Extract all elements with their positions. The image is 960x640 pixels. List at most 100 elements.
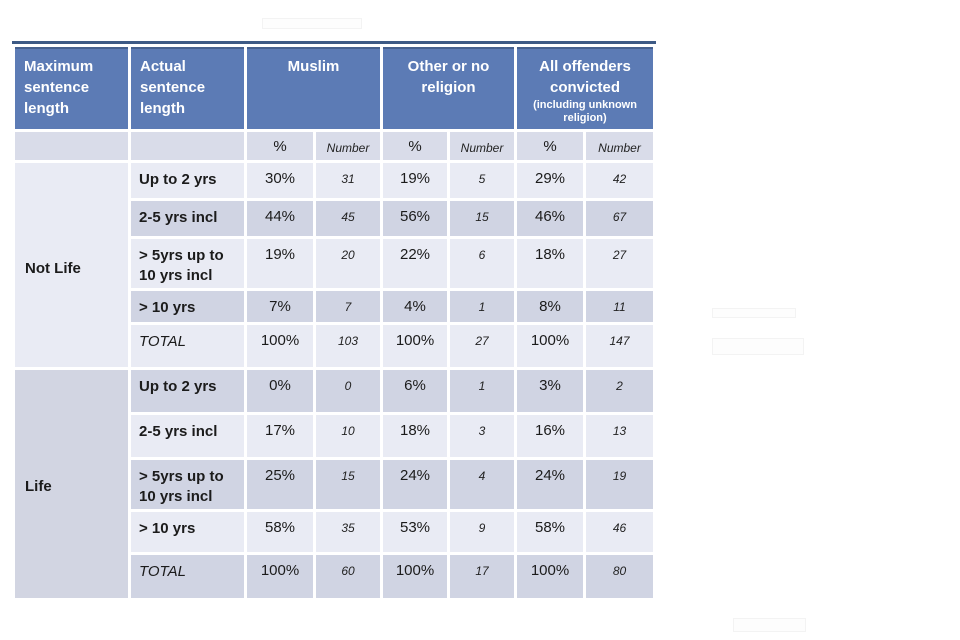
cell-all-pct: 24% xyxy=(517,460,583,509)
table-row: > 5yrs up to 10 yrs incl 25% 15 24% 4 24… xyxy=(15,460,653,509)
row-label-total: TOTAL xyxy=(131,554,244,598)
cell-muslim-number: 35 xyxy=(316,511,380,552)
redaction-artifact xyxy=(712,338,804,355)
subheader-other-pct: % xyxy=(383,132,447,160)
cell-muslim-pct: 58% xyxy=(247,511,313,552)
col-header-all-offenders: All offenders convicted (including unkno… xyxy=(517,47,653,129)
cell-muslim-number: 45 xyxy=(316,201,380,236)
cell-muslim-number: 15 xyxy=(316,460,380,509)
redaction-artifact xyxy=(262,18,362,29)
cell-other-number: 6 xyxy=(450,239,514,288)
table-row: 2-5 yrs incl 44% 45 56% 15 46% 67 xyxy=(15,201,653,236)
cell-muslim-number: 20 xyxy=(316,239,380,288)
cell-other-pct: 22% xyxy=(383,239,447,288)
cell-other-number: 1 xyxy=(450,291,514,322)
cell-all-number: 46 xyxy=(586,511,653,552)
row-label: 2-5 yrs incl xyxy=(131,201,244,236)
cell-other-number: 9 xyxy=(450,511,514,552)
cell-muslim-pct: 100% xyxy=(247,325,313,367)
cell-other-pct: 4% xyxy=(383,291,447,322)
cell-muslim-pct: 25% xyxy=(247,460,313,509)
redaction-artifact xyxy=(733,618,806,632)
cell-all-pct: 58% xyxy=(517,511,583,552)
section-label-not-life: Not Life xyxy=(15,163,128,367)
cell-all-pct: 29% xyxy=(517,163,583,198)
col-header-actual-sentence: Actual sentence length xyxy=(131,47,244,129)
cell-other-pct: 100% xyxy=(383,325,447,367)
cell-muslim-pct: 19% xyxy=(247,239,313,288)
cell-all-number: 67 xyxy=(586,201,653,236)
table-row: 2-5 yrs incl 17% 10 18% 3 16% 13 xyxy=(15,415,653,457)
cell-muslim-number: 10 xyxy=(316,415,380,457)
data-table: Maximum sentence length Actual sentence … xyxy=(12,44,656,601)
cell-other-pct: 56% xyxy=(383,201,447,236)
cell-other-pct: 6% xyxy=(383,370,447,412)
section-label-life: Life xyxy=(15,370,128,598)
row-label-total: TOTAL xyxy=(131,325,244,367)
cell-other-number: 1 xyxy=(450,370,514,412)
cell-other-number: 5 xyxy=(450,163,514,198)
cell-muslim-number: 31 xyxy=(316,163,380,198)
cell-other-pct: 19% xyxy=(383,163,447,198)
cell-all-number: 19 xyxy=(586,460,653,509)
cell-muslim-pct: 0% xyxy=(247,370,313,412)
row-label: > 10 yrs xyxy=(131,291,244,322)
cell-all-number: 42 xyxy=(586,163,653,198)
table-row: Not Life Up to 2 yrs 30% 31 19% 5 29% 42 xyxy=(15,163,653,367)
row-label: Up to 2 yrs xyxy=(131,163,244,198)
cell-other-pct: 18% xyxy=(383,415,447,457)
cell-muslim-pct: 7% xyxy=(247,291,313,322)
cell-muslim-number: 0 xyxy=(316,370,380,412)
col-header-all-offenders-note: (including unknown religion) xyxy=(533,99,637,124)
cell-all-number: 147 xyxy=(586,325,653,367)
subheader-muslim-number: Number xyxy=(316,132,380,160)
cell-all-pct: 3% xyxy=(517,370,583,412)
cell-other-number: 17 xyxy=(450,554,514,598)
sentence-length-table: Maximum sentence length Actual sentence … xyxy=(12,41,656,601)
table-row: > 10 yrs 7% 7 4% 1 8% 11 xyxy=(15,291,653,322)
subheader-other-number: Number xyxy=(450,132,514,160)
cell-other-pct: 24% xyxy=(383,460,447,509)
cell-all-pct: 100% xyxy=(517,554,583,598)
cell-muslim-pct: 100% xyxy=(247,554,313,598)
table-row: Life Up to 2 yrs 0% 0 6% 1 3% 2 xyxy=(15,370,653,598)
cell-muslim-number: 103 xyxy=(316,325,380,367)
col-header-all-offenders-title: All offenders convicted xyxy=(539,58,631,96)
cell-all-number: 27 xyxy=(586,239,653,288)
row-label: > 10 yrs xyxy=(131,511,244,552)
cell-all-pct: 8% xyxy=(517,291,583,322)
table-row: > 10 yrs 58% 35 53% 9 58% 46 xyxy=(15,511,653,552)
cell-muslim-pct: 30% xyxy=(247,163,313,198)
cell-all-number: 80 xyxy=(586,554,653,598)
subheader-blank-2 xyxy=(131,132,244,160)
cell-all-pct: 18% xyxy=(517,239,583,288)
cell-other-pct: 53% xyxy=(383,511,447,552)
subheader-blank-1 xyxy=(15,132,128,160)
cell-all-number: 11 xyxy=(586,291,653,322)
table-row-total: TOTAL 100% 60 100% 17 100% 80 xyxy=(15,554,653,598)
subheader-all-pct: % xyxy=(517,132,583,160)
cell-muslim-number: 60 xyxy=(316,554,380,598)
subheader-muslim-pct: % xyxy=(247,132,313,160)
col-header-muslim: Muslim xyxy=(247,47,380,129)
cell-all-pct: 100% xyxy=(517,325,583,367)
cell-other-number: 4 xyxy=(450,460,514,509)
row-label: Up to 2 yrs xyxy=(131,370,244,412)
cell-all-pct: 16% xyxy=(517,415,583,457)
header-row: Maximum sentence length Actual sentence … xyxy=(15,47,653,129)
col-header-maximum-sentence: Maximum sentence length xyxy=(15,47,128,129)
cell-all-number: 2 xyxy=(586,370,653,412)
cell-muslim-pct: 44% xyxy=(247,201,313,236)
row-label: 2-5 yrs incl xyxy=(131,415,244,457)
redaction-artifact xyxy=(712,308,796,318)
subheader-row: % Number % Number % Number xyxy=(15,132,653,160)
cell-muslim-number: 7 xyxy=(316,291,380,322)
subheader-all-number: Number xyxy=(586,132,653,160)
cell-all-number: 13 xyxy=(586,415,653,457)
table-row-total: TOTAL 100% 103 100% 27 100% 147 xyxy=(15,325,653,367)
cell-other-number: 3 xyxy=(450,415,514,457)
cell-all-pct: 46% xyxy=(517,201,583,236)
row-label: > 5yrs up to 10 yrs incl xyxy=(131,239,244,288)
cell-other-pct: 100% xyxy=(383,554,447,598)
row-label: > 5yrs up to 10 yrs incl xyxy=(131,460,244,509)
